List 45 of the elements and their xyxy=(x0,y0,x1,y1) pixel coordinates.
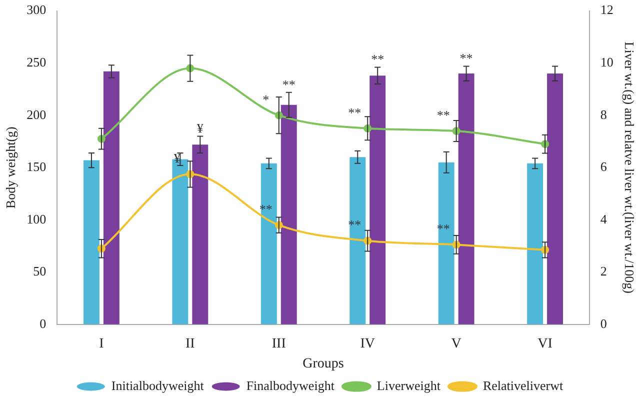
bar xyxy=(192,144,208,324)
legend-label: Relativeliverwt xyxy=(482,378,564,393)
annotation: ** xyxy=(282,76,296,92)
x-tick-label: II xyxy=(186,336,196,352)
y2-tick-label: 0 xyxy=(600,316,607,331)
x-tick-label: III xyxy=(272,336,286,352)
x-tick-label: I xyxy=(99,336,104,352)
bar xyxy=(370,76,386,324)
bar xyxy=(350,157,366,324)
y-tick-label: 0 xyxy=(40,316,46,331)
y2-tick-label: 8 xyxy=(600,106,607,122)
annotation: ** xyxy=(371,52,384,67)
y2-axis-title: Liver wt.(g) and relatve liver wt.(liver wt./100g) xyxy=(622,42,637,294)
bar xyxy=(547,74,564,324)
y-tick-label: 150 xyxy=(26,159,46,174)
annotation: ** xyxy=(436,107,450,122)
annotation: ¥ xyxy=(196,120,204,136)
y-tick-label: 100 xyxy=(26,211,46,226)
legend-label: Finalbodyweight xyxy=(246,378,335,393)
bar xyxy=(280,104,297,324)
legend-label: Initialbodyweight xyxy=(111,378,204,393)
y2-tick-label: 10 xyxy=(600,54,614,70)
y2-tick-label: 12 xyxy=(600,2,614,18)
bar xyxy=(103,71,120,324)
y2-tick-label: 4 xyxy=(600,211,608,226)
y-axis-title: Body weight(g) xyxy=(3,126,18,209)
bar xyxy=(83,160,100,324)
bar xyxy=(458,74,474,324)
legend-label: Liverweight xyxy=(376,378,441,393)
y-tick-label: 200 xyxy=(26,106,46,122)
annotation: ** xyxy=(460,50,473,66)
y2-tick-label: 6 xyxy=(600,159,608,174)
y-tick-label: 250 xyxy=(26,54,46,70)
annotation: ** xyxy=(348,104,362,120)
x-axis-title: Groups xyxy=(302,356,344,372)
x-tick-label: IV xyxy=(360,336,375,352)
annotation: * xyxy=(262,92,270,107)
y-tick-label: 50 xyxy=(33,264,46,279)
y-tick-label: 300 xyxy=(26,2,46,18)
y2-tick-label: 2 xyxy=(600,264,607,279)
x-tick-label: V xyxy=(451,336,462,352)
bar xyxy=(527,163,544,324)
bar xyxy=(438,162,454,324)
bar xyxy=(260,163,277,324)
x-tick-label: VI xyxy=(538,336,553,352)
